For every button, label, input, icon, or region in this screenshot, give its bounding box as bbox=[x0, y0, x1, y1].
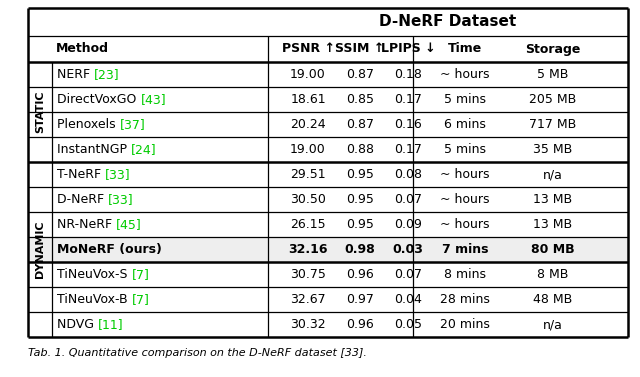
Text: [11]: [11] bbox=[98, 318, 124, 331]
Text: 48 MB: 48 MB bbox=[533, 293, 573, 306]
Text: ~ hours: ~ hours bbox=[440, 168, 490, 181]
Text: 30.75: 30.75 bbox=[290, 268, 326, 281]
Text: Tab. 1. Quantitative comparison on the D-NeRF dataset [33].: Tab. 1. Quantitative comparison on the D… bbox=[28, 348, 367, 358]
Text: 0.96: 0.96 bbox=[346, 318, 374, 331]
Text: 0.88: 0.88 bbox=[346, 143, 374, 156]
Text: TiNeuVox-B: TiNeuVox-B bbox=[57, 293, 132, 306]
Text: 20.24: 20.24 bbox=[290, 118, 326, 131]
Text: 0.08: 0.08 bbox=[394, 168, 422, 181]
Text: 30.32: 30.32 bbox=[290, 318, 326, 331]
Text: 0.16: 0.16 bbox=[394, 118, 422, 131]
Text: Method: Method bbox=[56, 43, 109, 55]
Text: NERF: NERF bbox=[57, 68, 94, 81]
Text: 717 MB: 717 MB bbox=[529, 118, 577, 131]
Text: [45]: [45] bbox=[116, 218, 142, 231]
Text: D-NeRF Dataset: D-NeRF Dataset bbox=[380, 14, 516, 29]
Text: T-NeRF: T-NeRF bbox=[57, 168, 105, 181]
Text: ~ hours: ~ hours bbox=[440, 68, 490, 81]
Text: 5 mins: 5 mins bbox=[444, 93, 486, 106]
Text: 5 MB: 5 MB bbox=[538, 68, 569, 81]
Text: 30.50: 30.50 bbox=[290, 193, 326, 206]
Text: 5 mins: 5 mins bbox=[444, 143, 486, 156]
Text: 0.85: 0.85 bbox=[346, 93, 374, 106]
Text: 19.00: 19.00 bbox=[290, 68, 326, 81]
Text: 205 MB: 205 MB bbox=[529, 93, 577, 106]
Text: 0.07: 0.07 bbox=[394, 193, 422, 206]
Text: DirectVoxGO: DirectVoxGO bbox=[57, 93, 140, 106]
Text: 26.15: 26.15 bbox=[290, 218, 326, 231]
Text: [37]: [37] bbox=[120, 118, 145, 131]
Text: ~ hours: ~ hours bbox=[440, 193, 490, 206]
Text: MoNeRF (ours): MoNeRF (ours) bbox=[57, 243, 162, 256]
Text: SSIM ↑: SSIM ↑ bbox=[335, 43, 385, 55]
Text: 0.18: 0.18 bbox=[394, 68, 422, 81]
Text: 0.95: 0.95 bbox=[346, 168, 374, 181]
Text: TiNeuVox-S: TiNeuVox-S bbox=[57, 268, 131, 281]
Text: 0.03: 0.03 bbox=[392, 243, 424, 256]
Text: 18.61: 18.61 bbox=[290, 93, 326, 106]
Text: 0.98: 0.98 bbox=[344, 243, 376, 256]
Text: [7]: [7] bbox=[131, 268, 149, 281]
Text: D-NeRF: D-NeRF bbox=[57, 193, 108, 206]
Text: InstantNGP: InstantNGP bbox=[57, 143, 131, 156]
Text: 0.95: 0.95 bbox=[346, 193, 374, 206]
Text: 28 mins: 28 mins bbox=[440, 293, 490, 306]
Text: STATIC: STATIC bbox=[35, 91, 45, 133]
Text: 80 MB: 80 MB bbox=[531, 243, 575, 256]
Text: [33]: [33] bbox=[105, 168, 131, 181]
Text: 0.87: 0.87 bbox=[346, 118, 374, 131]
Text: Plenoxels: Plenoxels bbox=[57, 118, 120, 131]
Text: [24]: [24] bbox=[131, 143, 157, 156]
Text: n/a: n/a bbox=[543, 318, 563, 331]
Text: 0.09: 0.09 bbox=[394, 218, 422, 231]
Text: n/a: n/a bbox=[543, 168, 563, 181]
Text: 7 mins: 7 mins bbox=[442, 243, 488, 256]
Text: 29.51: 29.51 bbox=[290, 168, 326, 181]
Text: ~ hours: ~ hours bbox=[440, 218, 490, 231]
Text: 0.97: 0.97 bbox=[346, 293, 374, 306]
Text: 0.17: 0.17 bbox=[394, 143, 422, 156]
Text: [23]: [23] bbox=[94, 68, 120, 81]
Text: 32.16: 32.16 bbox=[288, 243, 328, 256]
Text: 35 MB: 35 MB bbox=[533, 143, 573, 156]
Text: NDVG: NDVG bbox=[57, 318, 98, 331]
Text: LPIPS ↓: LPIPS ↓ bbox=[381, 43, 435, 55]
Text: 8 MB: 8 MB bbox=[538, 268, 569, 281]
Text: 20 mins: 20 mins bbox=[440, 318, 490, 331]
Text: 0.95: 0.95 bbox=[346, 218, 374, 231]
Text: 0.07: 0.07 bbox=[394, 268, 422, 281]
Text: 0.87: 0.87 bbox=[346, 68, 374, 81]
Text: 19.00: 19.00 bbox=[290, 143, 326, 156]
Text: 6 mins: 6 mins bbox=[444, 118, 486, 131]
Text: 32.67: 32.67 bbox=[290, 293, 326, 306]
Text: NR-NeRF: NR-NeRF bbox=[57, 218, 116, 231]
Text: [7]: [7] bbox=[132, 293, 150, 306]
Bar bbox=[28, 237, 628, 262]
Text: [33]: [33] bbox=[108, 193, 134, 206]
Text: [43]: [43] bbox=[140, 93, 166, 106]
Text: 0.04: 0.04 bbox=[394, 293, 422, 306]
Text: Storage: Storage bbox=[525, 43, 580, 55]
Text: DYNAMIC: DYNAMIC bbox=[35, 221, 45, 278]
Text: Time: Time bbox=[448, 43, 482, 55]
Text: 0.05: 0.05 bbox=[394, 318, 422, 331]
Text: 8 mins: 8 mins bbox=[444, 268, 486, 281]
Text: 0.17: 0.17 bbox=[394, 93, 422, 106]
Text: 13 MB: 13 MB bbox=[533, 218, 573, 231]
Text: 0.96: 0.96 bbox=[346, 268, 374, 281]
Text: PSNR ↑: PSNR ↑ bbox=[282, 43, 335, 55]
Text: 13 MB: 13 MB bbox=[533, 193, 573, 206]
